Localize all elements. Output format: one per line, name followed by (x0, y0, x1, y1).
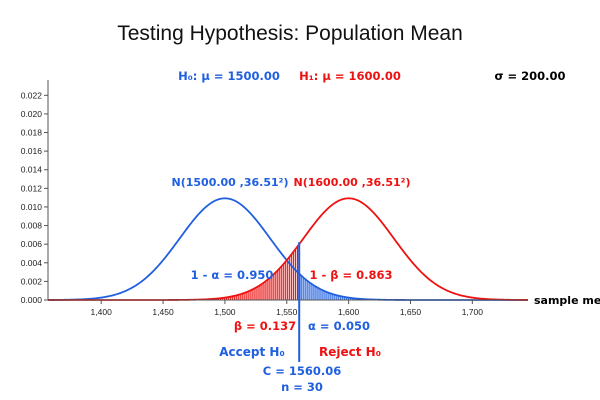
sigma-label: σ = 200.00 (495, 69, 566, 83)
x-tick-label: 1,400 (91, 307, 113, 317)
x-tick-label: 1,700 (462, 307, 484, 317)
h0-dist-label: N(1500.00 ,36.51²) (172, 176, 289, 189)
h1-dist-label: N(1600.00 ,36.51²) (294, 176, 411, 189)
x-tick-label: 1,650 (400, 307, 422, 317)
one-minus-alpha-label: 1 - α = 0.950 (191, 268, 274, 282)
one-minus-beta-label: 1 - β = 0.863 (309, 268, 392, 282)
y-tick-label: 0.014 (21, 165, 43, 175)
y-tick-label: 0.016 (21, 146, 43, 156)
x-tick-label: 1,550 (276, 307, 298, 317)
x-tick-label: 1,450 (152, 307, 174, 317)
axes: 0.000 0.002 0.004 0.006 0.008 0.010 0.012 0.014… (21, 80, 600, 317)
y-tick-label: 0.000 (21, 295, 43, 305)
y-tick-label: 0.004 (21, 258, 43, 268)
x-tick-label: 1,600 (338, 307, 360, 317)
sample-size-label: n = 30 (281, 380, 323, 394)
y-tick-label: 0.020 (21, 109, 43, 119)
y-tick-label: 0.002 (21, 276, 43, 286)
y-tick-label: 0.006 (21, 239, 43, 249)
x-tick-label: 1,500 (214, 307, 236, 317)
y-tick-label: 0.008 (21, 221, 43, 231)
h1-label: H₁: μ = 1600.00 (299, 69, 401, 83)
chart-title: Testing Hypothesis: Population Mean (117, 22, 463, 45)
y-tick-label: 0.012 (21, 183, 43, 193)
y-tick-label: 0.010 (21, 202, 43, 212)
h0-label: H₀: μ = 1500.00 (178, 69, 280, 83)
accept-h0-label: Accept H₀ (219, 345, 284, 359)
y-tick-label: 0.022 (21, 90, 43, 100)
y-tick-label: 0.018 (21, 128, 43, 138)
beta-label: β = 0.137 (234, 319, 296, 333)
alpha-label: α = 0.050 (308, 319, 370, 333)
reject-h0-label: Reject H₀ (319, 345, 381, 359)
critical-value-label: C = 1560.06 (263, 364, 341, 378)
x-axis-label: sample mean (534, 294, 600, 307)
